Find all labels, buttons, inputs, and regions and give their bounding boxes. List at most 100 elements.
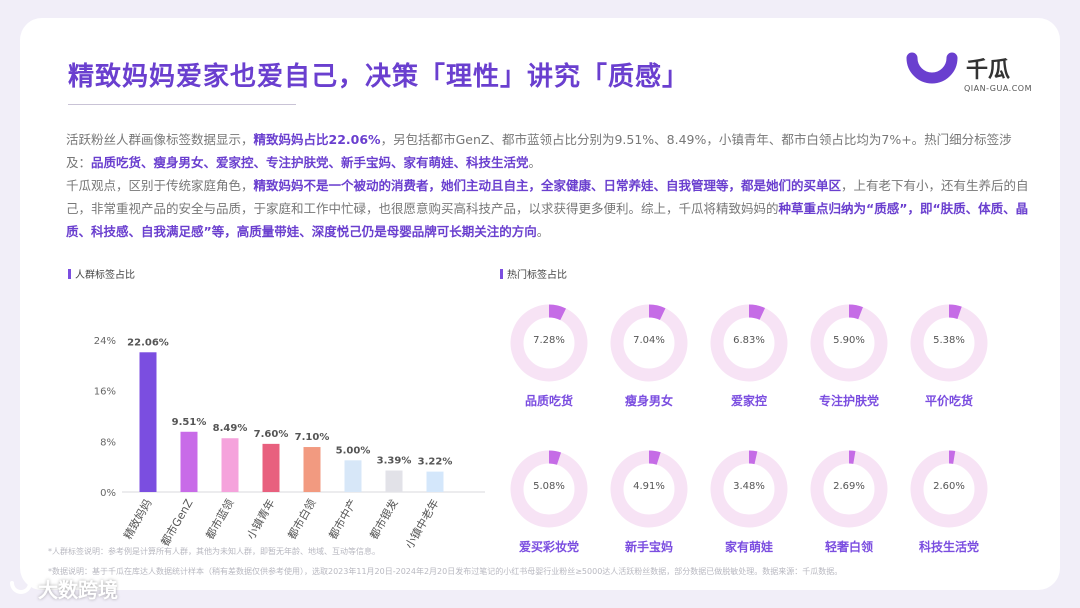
donut-value-label: 7.28% bbox=[533, 335, 565, 346]
donut-value-label: 3.48% bbox=[733, 481, 765, 492]
y-tick-label: 24% bbox=[94, 336, 116, 347]
donut-slice bbox=[510, 450, 588, 528]
donut-chart bbox=[610, 450, 688, 528]
paragraph-text: 。 bbox=[528, 155, 542, 170]
donut-slice bbox=[810, 304, 888, 382]
donut-item: 6.83% 爱家控 bbox=[710, 304, 788, 408]
donut-chart-title: 热门标签占比 bbox=[500, 266, 567, 281]
donut-category-label: 爱买彩妆党 bbox=[518, 540, 579, 554]
bar-chart-title-text: 人群标签占比 bbox=[75, 270, 135, 281]
watermark-text: 大数跨境 bbox=[38, 578, 118, 602]
paragraph-text: ，另包括都市GenZ、都市蓝领占比分别为9.51%、8.49%，小镇青年、都市白… bbox=[66, 132, 1012, 170]
donut-value-label: 7.04% bbox=[633, 335, 665, 346]
paragraph-text: 千瓜观点，区别于传统家庭角色， bbox=[66, 178, 254, 193]
donut-item: 5.08% 爱买彩妆党 bbox=[510, 450, 588, 554]
bar-value-label: 7.10% bbox=[295, 432, 330, 443]
x-tick-label: 精致妈妈 bbox=[120, 497, 154, 542]
bar-value-label: 5.00% bbox=[336, 445, 371, 456]
donut-slice bbox=[910, 450, 988, 528]
bar bbox=[221, 438, 239, 492]
title-divider bbox=[68, 104, 296, 105]
donut-item: 4.91% 新手宝妈 bbox=[610, 450, 688, 554]
logo-arc-icon bbox=[906, 52, 958, 84]
bar bbox=[139, 352, 157, 492]
paragraph-text: ，上有老下有小，还有生养后的自己，非常重视产品的安全与品质，于家庭和工作中忙碌，… bbox=[66, 178, 1029, 216]
donut-item: 5.38% 平价吃货 bbox=[910, 304, 988, 408]
donut-item: 7.28% 品质吃货 bbox=[510, 304, 588, 408]
page-title: 精致妈妈爱家也爱自己，决策「理性」讲究「质感」 bbox=[68, 62, 690, 92]
x-tick-label: 小镇青年 bbox=[243, 497, 277, 542]
donut-chart bbox=[610, 304, 688, 382]
donut-value-label: 6.83% bbox=[733, 335, 765, 346]
donut-item: 5.90% 专注护肤党 bbox=[810, 304, 888, 408]
x-tick-label: 都市中产 bbox=[325, 497, 359, 542]
donut-chart bbox=[810, 450, 888, 528]
donut-chart bbox=[510, 450, 588, 528]
logo-name: 千瓜 bbox=[966, 58, 1011, 83]
donut-item: 7.04% 瘦身男女 bbox=[610, 304, 688, 408]
bar bbox=[426, 471, 444, 492]
donut-category-label: 轻奢白领 bbox=[824, 540, 873, 554]
bar bbox=[180, 431, 198, 492]
paragraph-insight: 千瓜观点，区别于传统家庭角色，精致妈妈不是一个被动的消费者，她们主动且自主，全家… bbox=[66, 174, 1032, 243]
bar-value-label: 8.49% bbox=[213, 423, 248, 434]
logo-url: QIAN-GUA.COM bbox=[964, 84, 1033, 93]
bar bbox=[344, 460, 362, 492]
section-marker bbox=[500, 268, 503, 279]
footnote-tag-note: *人群标签说明：参考例是计算所有人群，其他为未知人群，即暂无年龄、地域、互动等信… bbox=[48, 547, 380, 556]
y-tick-label: 0% bbox=[100, 488, 116, 499]
donut-item: 3.48% 家有萌娃 bbox=[710, 450, 788, 554]
bar-value-label: 3.22% bbox=[418, 457, 453, 468]
donut-value-label: 5.90% bbox=[833, 335, 865, 346]
donut-chart bbox=[710, 450, 788, 528]
bar-value-label: 9.51% bbox=[172, 417, 207, 428]
paragraph-highlight: 品质吃货、瘦身男女、爱家控、专注护肤党、新手宝妈、家有萌娃、科技生活党 bbox=[91, 155, 529, 170]
bar bbox=[303, 447, 321, 492]
donut-slice bbox=[810, 450, 888, 528]
donut-category-label: 家有萌娃 bbox=[724, 540, 773, 554]
paragraph-text: 活跃粉丝人群画像标签数据显示， bbox=[66, 132, 254, 147]
bar bbox=[385, 470, 403, 492]
bar-value-label: 3.39% bbox=[377, 456, 412, 467]
donut-value-label: 5.08% bbox=[533, 481, 565, 492]
x-tick-label: 小镇中老年 bbox=[402, 497, 442, 549]
watermark-arc-icon bbox=[10, 580, 32, 594]
donut-category-label: 品质吃货 bbox=[524, 394, 573, 408]
donut-slice bbox=[510, 304, 588, 382]
donut-chart bbox=[910, 450, 988, 528]
paragraph-highlight: 种草重点归纳为“质感”，即“肤质、体质、晶质、科技感、自我满足感”等，高质量带娃… bbox=[66, 201, 1029, 239]
report-card: 精致妈妈爱家也爱自己，决策「理性」讲究「质感」 千瓜 QIAN-GUA.COM … bbox=[20, 18, 1060, 590]
donut-slice bbox=[910, 304, 988, 382]
donut-chart bbox=[510, 304, 588, 382]
donut-value-label: 2.60% bbox=[933, 481, 965, 492]
watermark-brand: 大数跨境 bbox=[8, 574, 118, 603]
donut-chart bbox=[910, 304, 988, 382]
donut-chart-title-text: 热门标签占比 bbox=[507, 270, 567, 281]
donut-category-label: 爱家控 bbox=[730, 394, 767, 408]
bar-value-label: 22.06% bbox=[127, 337, 169, 348]
paragraph-text: 。 bbox=[536, 224, 550, 239]
donut-category-label: 新手宝妈 bbox=[624, 540, 673, 554]
donut-slice bbox=[610, 304, 688, 382]
paragraph-highlight: 精致妈妈不是一个被动的消费者，她们主动且自主，全家健康、日常养娃、自我管理等，都… bbox=[253, 178, 842, 193]
paragraph-highlight: 精致妈妈占比22.06% bbox=[253, 132, 381, 147]
x-tick-label: 都市蓝领 bbox=[202, 497, 236, 542]
x-tick-label: 都市银发 bbox=[366, 497, 400, 542]
donut-category-label: 专注护肤党 bbox=[818, 394, 879, 408]
brand-logo: 千瓜 QIAN-GUA.COM bbox=[904, 46, 1034, 106]
y-tick-label: 8% bbox=[100, 437, 116, 448]
donut-item: 2.60% 科技生活党 bbox=[910, 450, 988, 554]
bar-chart: 24% 16% 8% 0% 22.06% 精致妈妈 9.51% 都市GenZ 8.49% 都市蓝领… bbox=[94, 336, 485, 549]
donut-category-label: 平价吃货 bbox=[924, 394, 973, 408]
paragraph-summary: 活跃粉丝人群画像标签数据显示，精致妈妈占比22.06%，另包括都市GenZ、都市… bbox=[66, 128, 1032, 174]
x-tick-label: 都市白领 bbox=[284, 497, 318, 542]
section-marker bbox=[68, 268, 71, 279]
footnote-data-note: *数据说明：基于千瓜在库达人数据统计样本（稍有差数据仅供参考使用），选取2023… bbox=[48, 567, 843, 576]
bar-chart-title: 人群标签占比 bbox=[68, 266, 135, 281]
donut-slice bbox=[610, 450, 688, 528]
donut-value-label: 4.91% bbox=[633, 481, 665, 492]
donut-chart bbox=[710, 304, 788, 382]
bar-value-label: 7.60% bbox=[254, 429, 289, 440]
donut-chart bbox=[810, 304, 888, 382]
y-tick-label: 16% bbox=[94, 387, 116, 398]
